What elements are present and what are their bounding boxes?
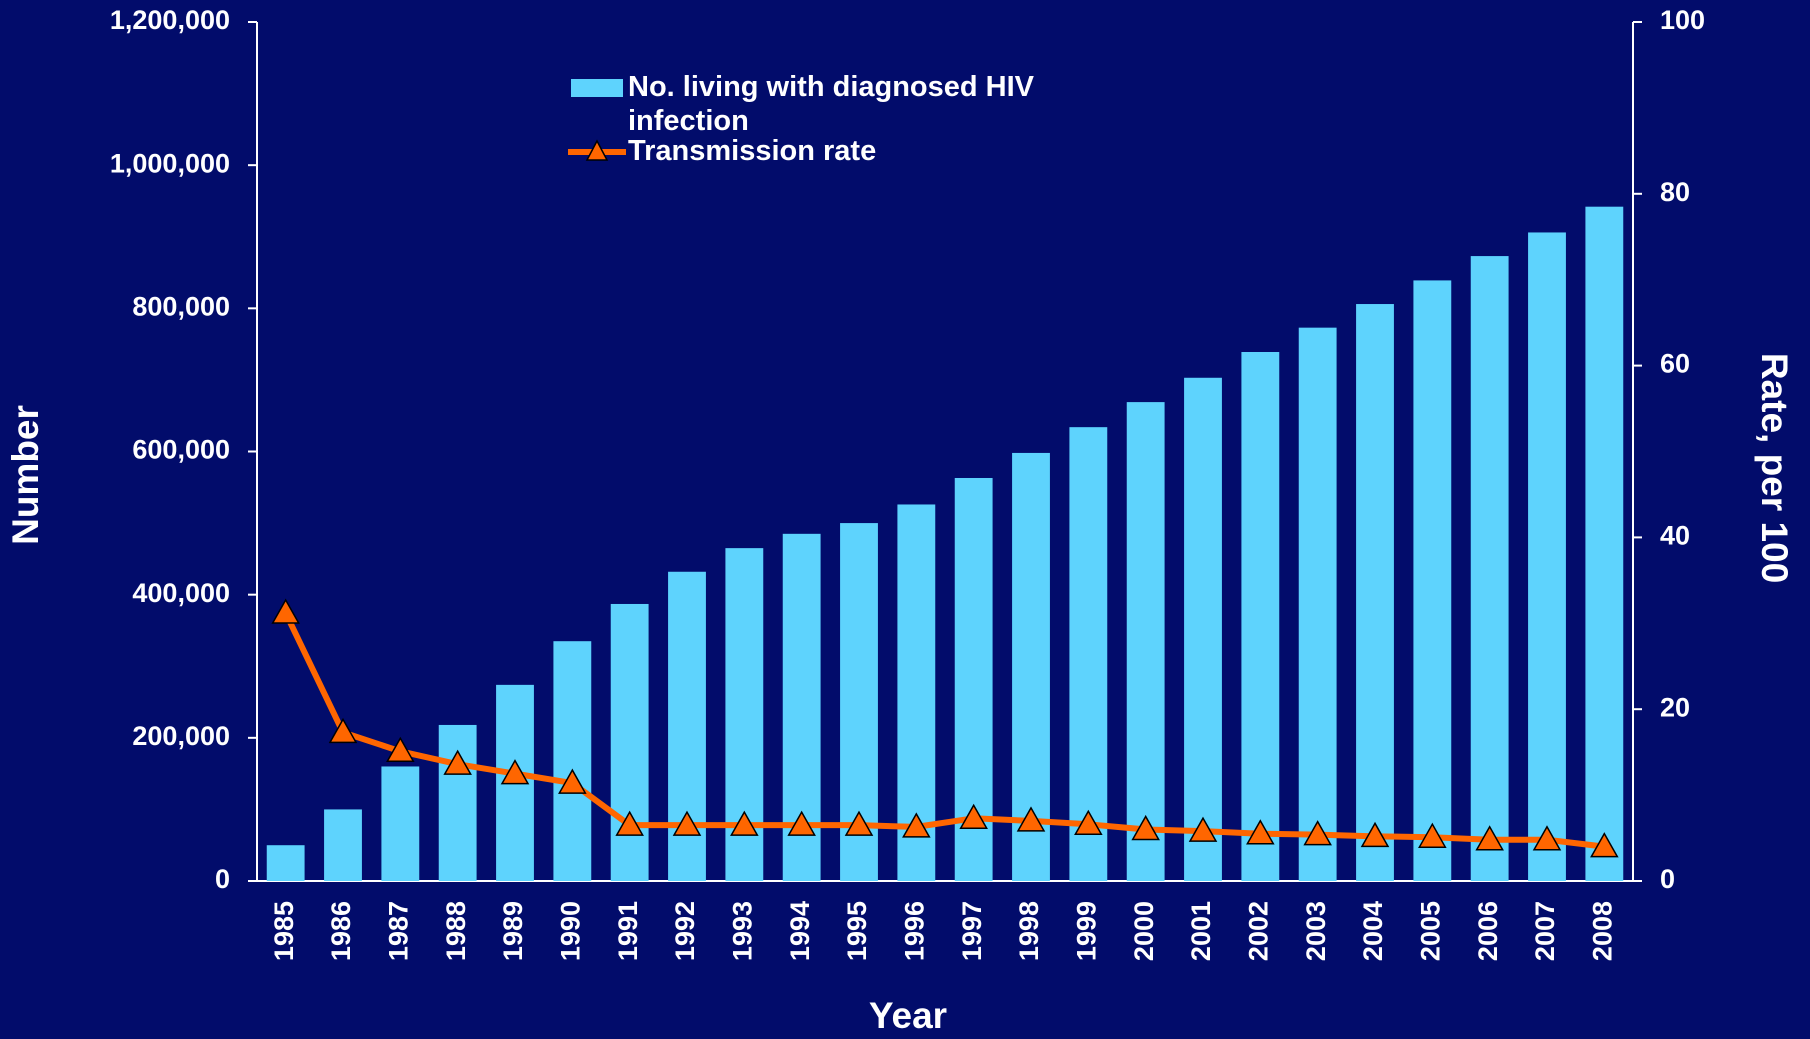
x-tick-label: 2005 — [1415, 901, 1445, 961]
bar — [1298, 327, 1337, 881]
marker — [500, 759, 530, 785]
bar — [1241, 351, 1280, 882]
bar — [1585, 206, 1624, 881]
x-tick-label: 2000 — [1129, 901, 1159, 961]
y-tick-label: 1,200,000 — [110, 5, 230, 35]
marker — [1246, 819, 1275, 845]
x-tick-label: 1996 — [899, 901, 929, 961]
x-tick-label: 1988 — [441, 901, 471, 961]
bar — [1413, 280, 1452, 881]
x-tick-label: 1991 — [613, 901, 643, 961]
y-tick-label: 800,000 — [132, 291, 230, 321]
marker — [787, 810, 816, 836]
x-tick-label: 1989 — [498, 901, 528, 961]
marker — [328, 717, 358, 744]
marker — [902, 812, 931, 838]
x-tick-label: 1993 — [727, 901, 757, 961]
bar — [1184, 377, 1222, 881]
x-tick-label: 2003 — [1301, 901, 1331, 961]
x-tick-label: 2007 — [1530, 901, 1560, 961]
x-tick-label: 2004 — [1358, 901, 1388, 961]
y-tick-label: 400,000 — [132, 578, 230, 608]
marker — [672, 810, 702, 836]
x-tick-label: 1985 — [269, 901, 299, 961]
marker — [1131, 814, 1160, 841]
bar — [1126, 402, 1165, 881]
y2-tick-label: 60 — [1660, 349, 1690, 379]
bar — [438, 724, 477, 881]
legend-entry: Transmission rate — [628, 135, 877, 167]
marker — [558, 768, 587, 794]
marker — [1590, 832, 1619, 858]
bar — [553, 641, 592, 881]
bar — [1528, 232, 1566, 881]
marker — [1188, 816, 1218, 842]
legend-entry: No. living with diagnosed HIV infection — [628, 71, 1035, 137]
marker — [1016, 806, 1046, 832]
y2-tick-label: 80 — [1660, 177, 1690, 207]
bar — [324, 809, 362, 881]
y2-tick-label: 100 — [1660, 5, 1705, 35]
marker — [1418, 822, 1447, 848]
legend-marker — [585, 139, 609, 161]
x-tick-label: 2006 — [1473, 901, 1503, 961]
bar — [381, 766, 420, 881]
y-tick-label: 1,000,000 — [110, 148, 230, 178]
x-tick-label: 1999 — [1071, 901, 1101, 961]
bar — [610, 603, 649, 881]
y-tick-label: 200,000 — [132, 721, 230, 751]
marker — [959, 803, 988, 830]
x-tick-label: 1998 — [1014, 901, 1044, 961]
legend-label: Transmission rate — [628, 135, 877, 167]
bar — [1356, 304, 1394, 881]
marker — [615, 810, 644, 836]
x-tick-label: 2008 — [1587, 901, 1617, 961]
marker — [1532, 825, 1562, 851]
legend-label: No. living with diagnosed HIV infection — [628, 71, 1035, 137]
x-tick-label: 1986 — [326, 901, 356, 961]
bar — [1470, 256, 1509, 881]
x-tick-label: 1992 — [670, 901, 700, 961]
y-tick-label: 600,000 — [132, 435, 230, 465]
y2-tick-label: 20 — [1660, 692, 1690, 722]
y-tick-label: 0 — [215, 864, 230, 894]
bar — [266, 845, 305, 881]
x-tick-label: 1995 — [842, 901, 872, 961]
marker — [730, 810, 759, 836]
x-axis-title: Year — [869, 995, 947, 1036]
marker — [1303, 820, 1332, 846]
marker — [271, 598, 300, 624]
marker — [1360, 821, 1390, 848]
y2-axis-title: Rate, per 100 — [1754, 353, 1795, 583]
x-tick-label: 2002 — [1243, 901, 1273, 961]
x-tick-label: 2001 — [1186, 901, 1216, 961]
y2-tick-label: 40 — [1660, 521, 1690, 551]
marker — [1475, 825, 1504, 851]
y2-tick-label: 0 — [1660, 864, 1675, 894]
marker — [1074, 809, 1103, 836]
y-axis-title: Number — [5, 405, 46, 545]
x-tick-label: 1987 — [383, 901, 413, 961]
line — [282, 611, 1605, 850]
x-tick-label: 1994 — [785, 901, 815, 961]
legend-swatch — [571, 79, 623, 97]
marker — [386, 736, 415, 763]
x-tick-label: 1990 — [555, 901, 585, 961]
marker — [443, 749, 472, 775]
bar — [1069, 427, 1108, 881]
x-tick-label: 1997 — [957, 901, 987, 961]
marker — [844, 810, 874, 836]
